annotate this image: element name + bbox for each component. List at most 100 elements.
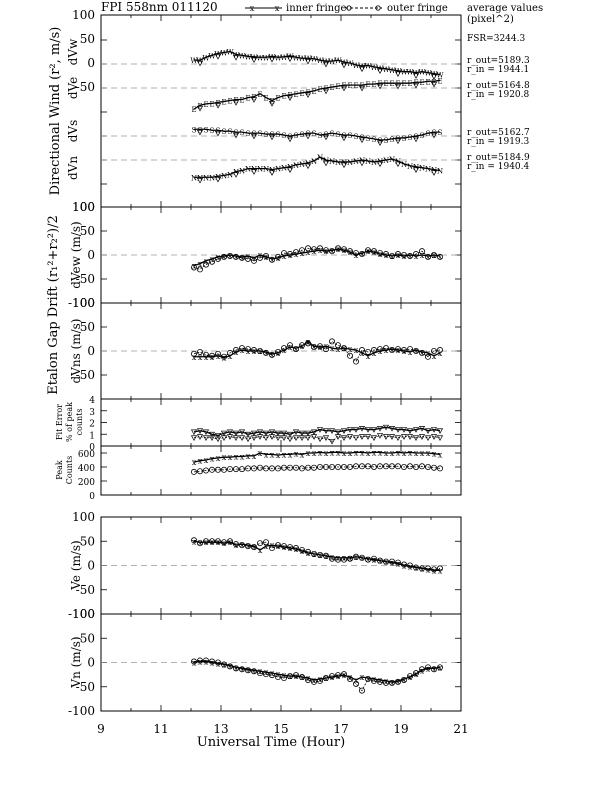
data-point-inner: x: [222, 453, 227, 462]
data-point-outer: [226, 466, 233, 473]
data-point-inner: x: [282, 450, 287, 459]
data-point: [250, 169, 258, 175]
data-point-outer: [346, 463, 353, 470]
data-point: [202, 435, 210, 441]
data-point-letter: E: [317, 86, 322, 94]
data-point-letter: E: [281, 93, 286, 101]
data-point: [430, 74, 438, 80]
data-point-inner: x: [432, 450, 437, 459]
data-point-letter: S: [318, 132, 323, 140]
data-point: [220, 430, 228, 437]
data-point: [304, 430, 312, 437]
data-point-inner: x: [408, 448, 413, 457]
data-point: [190, 429, 198, 436]
data-point-outer: [412, 463, 419, 470]
data-point-outer: [352, 463, 359, 470]
data-point-outer: [352, 680, 359, 687]
data-point-inner: x: [426, 349, 431, 358]
data-point: [364, 427, 372, 433]
data-point: [322, 428, 330, 434]
y-tick-label: -100: [68, 704, 95, 718]
data-point-letter: E: [389, 80, 394, 88]
data-point-inner: x: [210, 538, 215, 547]
data-point-outer: [244, 465, 251, 472]
data-point-letter: N: [401, 161, 407, 169]
data-point-inner: x: [402, 675, 407, 684]
data-point-letter: N: [419, 165, 425, 173]
data-point-outer: [274, 253, 281, 260]
data-point: [214, 130, 222, 137]
data-point-inner: x: [432, 566, 437, 575]
x-tick-label: 15: [273, 722, 288, 736]
data-point: [226, 429, 234, 436]
legend-outer-marker: [346, 5, 352, 11]
data-point-letter: S: [390, 136, 395, 144]
y-tick-label: 0: [87, 56, 95, 70]
data-point: [412, 136, 420, 143]
data-point-outer: [244, 667, 251, 674]
data-point-inner: x: [408, 562, 413, 571]
data-point-letter: S: [204, 126, 209, 134]
r-in-value: r_in = 1944.1: [467, 65, 529, 75]
data-point: [226, 434, 234, 440]
avg-title: average values: [467, 3, 543, 14]
data-point-outer: [280, 464, 287, 471]
data-point-letter: N: [293, 162, 299, 170]
data-point-outer: [286, 673, 293, 680]
data-point: [358, 66, 366, 73]
data-point: [322, 61, 330, 68]
data-point-outer: [244, 346, 251, 353]
data-point: [310, 429, 318, 436]
data-point-outer: [400, 463, 407, 470]
data-point-outer: [412, 251, 419, 258]
data-point-inner: x: [312, 342, 317, 351]
data-point-outer: [292, 464, 299, 471]
data-point-outer: [334, 342, 341, 349]
data-point-letter: E: [263, 95, 268, 103]
data-point: [268, 429, 276, 436]
y-tick-label: 3: [89, 408, 95, 418]
data-point: [250, 57, 258, 64]
data-point-letter: S: [366, 135, 371, 143]
data-point-outer: [244, 543, 251, 550]
data-point-inner: x: [396, 346, 401, 355]
data-point-outer: [262, 465, 269, 472]
data-point-outer: [256, 464, 263, 471]
data-point-inner: x: [192, 262, 197, 271]
data-point-outer: [262, 539, 269, 546]
track-label: dVs: [66, 120, 80, 143]
y-tick-label: 400: [78, 464, 95, 474]
data-point-outer: [322, 463, 329, 470]
data-point-inner: x: [354, 448, 359, 457]
data-point: [214, 54, 222, 60]
data-point: [304, 133, 312, 140]
data-point-inner: x: [384, 251, 389, 260]
data-point: [376, 68, 384, 75]
data-point-inner: x: [390, 678, 395, 687]
data-point: [196, 105, 204, 112]
data-point-inner: x: [234, 453, 239, 462]
series-line: [193, 247, 441, 270]
data-point-inner: x: [408, 348, 413, 357]
data-point-inner: x: [384, 558, 389, 567]
data-point-letter: W: [208, 52, 216, 60]
data-point-outer: [352, 250, 359, 257]
data-point-inner: x: [312, 550, 317, 559]
data-point: [232, 172, 240, 178]
data-point-inner: x: [222, 354, 227, 363]
y-axis-label: Ve (m/s): [69, 540, 83, 590]
data-point: [346, 427, 354, 433]
data-point-letter: S: [402, 135, 407, 143]
y-axis-label: Directional Wind (r², m/s): [48, 27, 63, 196]
data-point-letter: W: [238, 52, 246, 60]
data-point-inner: x: [288, 544, 293, 553]
data-point-outer: [256, 540, 263, 547]
data-point-outer: [286, 342, 293, 349]
data-point-outer: [196, 540, 203, 547]
data-point-letter: S: [312, 130, 317, 138]
avg-units: (pixel^2): [467, 14, 514, 25]
data-point-outer: [304, 340, 311, 347]
data-point: [196, 60, 204, 67]
series-line: [193, 539, 441, 570]
data-point: [394, 435, 402, 441]
